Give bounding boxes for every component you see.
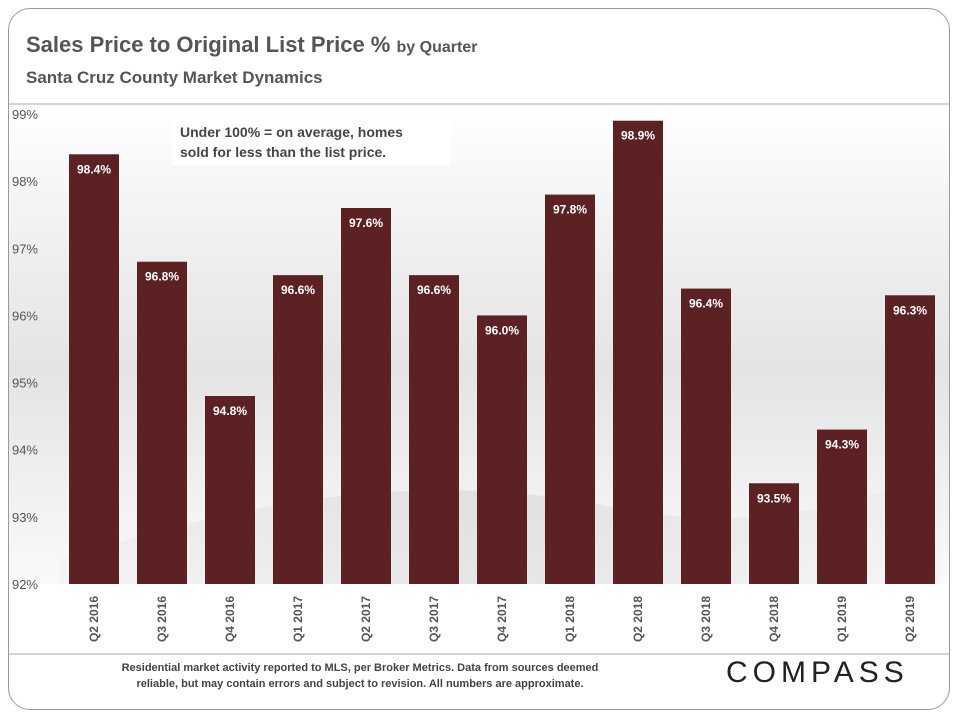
y-tick-label: 98% [12, 174, 38, 189]
bar [613, 120, 663, 584]
chart-annotation: Under 100% = on average, homes sold for … [172, 118, 450, 166]
bar-data-label: 96.6% [281, 283, 315, 297]
chart-title: Sales Price to Original List Price % by … [26, 32, 477, 61]
y-tick-label: 93% [12, 510, 38, 525]
bar-data-label: 98.9% [621, 129, 655, 143]
bar-data-label: 98.4% [77, 162, 111, 176]
x-tick-label: Q4 2016 [223, 596, 237, 642]
bar [137, 261, 187, 584]
bar [817, 429, 867, 584]
bar-series: 98.4% 96.8% 94.8% 96.6% 97.6% 96.6% 96.0% 97.8%… [69, 120, 935, 585]
bar [545, 194, 595, 585]
annotation-line-2: sold for less than the list price. [180, 144, 387, 160]
bar-data-label: 97.6% [349, 216, 383, 230]
y-tick-label: 99% [12, 107, 38, 122]
y-tick-label: 96% [12, 308, 38, 323]
bar-data-label: 96.6% [417, 283, 451, 297]
compass-logo: COMPASS [726, 656, 909, 689]
x-tick-label: Q2 2017 [359, 596, 373, 642]
bar-data-label: 96.4% [689, 297, 723, 311]
bar-data-label: 96.3% [893, 303, 927, 317]
bar [885, 295, 935, 584]
x-axis: Q2 2016 Q3 2016 Q4 2016 Q1 2017 Q2 2017 Q3 20… [87, 596, 917, 642]
bar-data-label: 93.5% [757, 491, 791, 505]
title-block: Sales Price to Original List Price % by … [26, 32, 477, 88]
chart-title-suffix: by Quarter [396, 39, 478, 56]
x-tick-label: Q2 2019 [903, 596, 917, 642]
bar-data-label: 94.8% [213, 404, 247, 418]
chart-subtitle: Santa Cruz County Market Dynamics [26, 68, 323, 87]
y-tick-label: 92% [12, 577, 38, 592]
bar [205, 396, 255, 584]
bar [409, 275, 459, 584]
y-tick-label: 97% [12, 241, 38, 256]
x-tick-label: Q1 2019 [835, 596, 849, 642]
x-tick-label: Q2 2016 [87, 596, 101, 642]
chart-title-main: Sales Price to Original List Price % [26, 32, 391, 57]
source-note: Residential market activity reported to … [60, 660, 660, 692]
x-tick-label: Q1 2017 [291, 596, 305, 642]
x-tick-label: Q3 2017 [427, 596, 441, 642]
x-tick-label: Q3 2016 [155, 596, 169, 642]
bar [273, 275, 323, 584]
bar [681, 288, 731, 584]
x-tick-label: Q1 2018 [563, 596, 577, 642]
annotation-line-1: Under 100% = on average, homes [180, 124, 403, 140]
x-tick-label: Q2 2018 [631, 596, 645, 642]
x-tick-label: Q3 2018 [699, 596, 713, 642]
bar [749, 483, 799, 584]
bar [69, 154, 119, 585]
bar [477, 315, 527, 584]
bar [341, 208, 391, 584]
bar-data-label: 94.3% [825, 438, 859, 452]
source-note-line-1: Residential market activity reported to … [121, 662, 599, 674]
source-note-line-2: reliable, but may contain errors and sub… [136, 678, 584, 690]
y-tick-label: 94% [12, 443, 38, 458]
bar-data-label: 96.8% [145, 270, 179, 284]
y-axis: 92% 93% 94% 95% 96% 97% 98% 99% [12, 107, 38, 592]
bar-data-label: 97.8% [553, 203, 587, 217]
x-tick-label: Q4 2018 [767, 596, 781, 642]
bar-data-label: 96.0% [485, 323, 519, 337]
x-tick-label: Q4 2017 [495, 596, 509, 642]
y-tick-label: 95% [12, 376, 38, 391]
